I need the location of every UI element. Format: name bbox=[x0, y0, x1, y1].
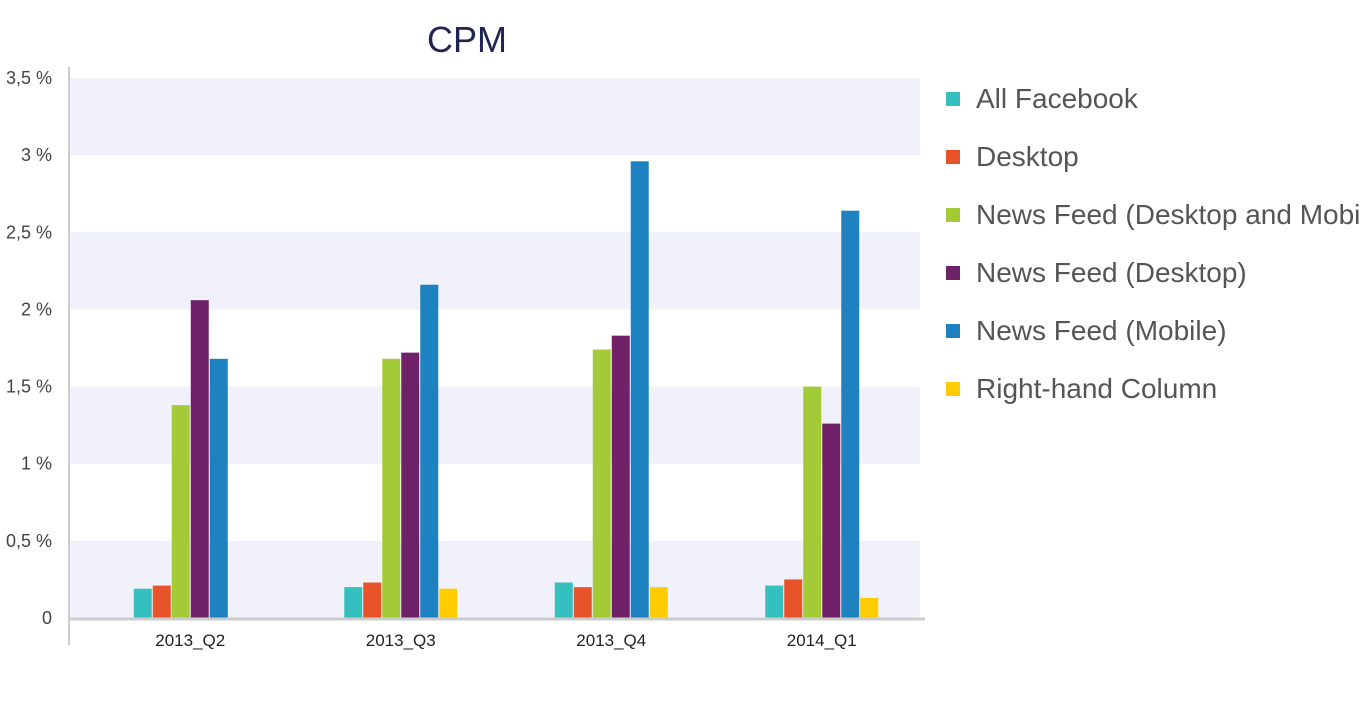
y-tick-label: 0 bbox=[42, 608, 52, 628]
bar bbox=[592, 349, 611, 618]
chart-title: CPM bbox=[427, 19, 507, 60]
bar bbox=[133, 588, 152, 618]
x-tick-label: 2013_Q2 bbox=[155, 631, 225, 650]
bars bbox=[133, 161, 879, 619]
legend-item[interactable]: News Feed (Mobile) bbox=[946, 302, 1361, 360]
grid-band bbox=[70, 232, 920, 310]
grid-band bbox=[70, 78, 920, 156]
bar bbox=[649, 587, 668, 618]
x-axis-labels: 2013_Q2 2013_Q3 2013_Q4 2014_Q1 bbox=[155, 631, 856, 650]
legend-swatch bbox=[946, 324, 960, 338]
y-tick-label: 0,5 % bbox=[6, 531, 52, 551]
y-tick-label: 3 % bbox=[21, 145, 52, 165]
legend-label: Desktop bbox=[976, 141, 1079, 172]
legend-swatch bbox=[946, 266, 960, 280]
x-tick-label: 2014_Q1 bbox=[787, 631, 857, 650]
legend-label: News Feed (Desktop) bbox=[976, 257, 1247, 288]
bar bbox=[611, 335, 630, 618]
bar bbox=[554, 582, 573, 618]
bar bbox=[630, 161, 649, 619]
bar bbox=[344, 587, 363, 618]
bar bbox=[860, 597, 879, 618]
bar bbox=[784, 579, 803, 618]
legend-item[interactable]: Desktop bbox=[946, 128, 1361, 186]
legend-swatch bbox=[946, 208, 960, 222]
y-tick-label: 1,5 % bbox=[6, 377, 52, 397]
x-tick-label: 2013_Q3 bbox=[366, 631, 436, 650]
legend-item[interactable]: News Feed (Desktop) bbox=[946, 244, 1361, 302]
y-tick-label: 3,5 % bbox=[6, 68, 52, 88]
bar bbox=[363, 582, 382, 618]
bar bbox=[803, 386, 822, 618]
legend: All Facebook Desktop News Feed (Desktop an… bbox=[946, 70, 1361, 418]
bar bbox=[765, 585, 784, 618]
legend-swatch bbox=[946, 150, 960, 164]
x-tick-label: 2013_Q4 bbox=[576, 631, 646, 650]
y-tick-label: 2,5 % bbox=[6, 222, 52, 242]
bar bbox=[382, 358, 401, 618]
bar bbox=[822, 423, 841, 618]
legend-label: News Feed (Desktop and Mobile) bbox=[976, 199, 1361, 230]
bar bbox=[152, 585, 171, 618]
legend-item[interactable]: News Feed (Desktop and Mobile) bbox=[946, 186, 1361, 244]
bar bbox=[573, 587, 592, 618]
legend-item[interactable]: Right-hand Column bbox=[946, 360, 1361, 418]
legend-item[interactable]: All Facebook bbox=[946, 70, 1361, 128]
bar bbox=[439, 588, 458, 618]
y-tick-label: 1 % bbox=[21, 454, 52, 474]
bar bbox=[190, 300, 209, 618]
legend-label: Right-hand Column bbox=[976, 373, 1218, 404]
legend-swatch bbox=[946, 382, 960, 396]
cpm-chart: CPM 0 0,5 % 1 % 1,5 % 2 % 2,5 % 3 % 3,5 % 2013_… bbox=[6, 19, 925, 650]
legend-label: News Feed (Mobile) bbox=[976, 315, 1227, 346]
bar bbox=[209, 358, 228, 618]
legend-label: All Facebook bbox=[976, 83, 1138, 114]
y-axis-ticks: 0 0,5 % 1 % 1,5 % 2 % 2,5 % 3 % 3,5 % bbox=[6, 68, 52, 628]
bar bbox=[420, 284, 439, 618]
bar bbox=[841, 210, 860, 618]
bar bbox=[401, 352, 420, 618]
legend-swatch bbox=[946, 92, 960, 106]
bar bbox=[171, 405, 190, 618]
y-tick-label: 2 % bbox=[21, 299, 52, 319]
